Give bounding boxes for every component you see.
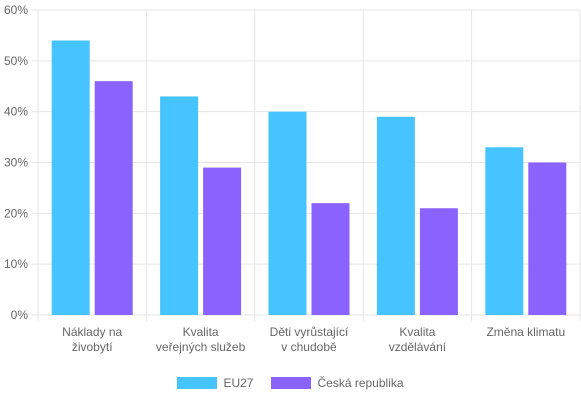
bar-czech-republic[interactable] [203, 167, 242, 315]
y-tick-label: 10% [4, 257, 28, 271]
legend-label-eu27: EU27 [223, 376, 254, 390]
legend: EU27 Česká republika [0, 372, 581, 394]
bar-czech-republic[interactable] [94, 81, 133, 316]
y-tick-label: 20% [4, 206, 28, 220]
x-tick-label: Náklady na živobytí [62, 325, 122, 354]
y-tick-label: 30% [4, 156, 28, 170]
x-tick-label: Děti vyrůstající v chudobě [270, 325, 349, 354]
legend-swatch-eu27 [177, 377, 218, 389]
bar-czech-republic[interactable] [311, 203, 350, 315]
x-tick-label: Kvalita vzdělávání [389, 325, 447, 354]
y-tick-label: 50% [4, 54, 28, 68]
x-tick-label: Kvalita veřejných služeb [156, 325, 246, 354]
bars [51, 40, 567, 316]
bar-eu27[interactable] [51, 40, 90, 316]
bar-czech-republic[interactable] [528, 162, 567, 316]
legend-label-czech-republic: Česká republika [317, 376, 404, 390]
legend-swatch-czech-republic [271, 377, 312, 389]
bar-eu27[interactable] [268, 111, 307, 316]
bar-eu27[interactable] [376, 116, 415, 315]
y-tick-label: 40% [4, 105, 28, 119]
bar-czech-republic[interactable] [419, 208, 458, 315]
y-axis: 0% 10% 20% 30% 40% 50% 60% [4, 3, 28, 322]
bar-eu27[interactable] [160, 96, 199, 316]
legend-item-czech-republic[interactable]: Česká republika [271, 376, 404, 390]
legend-item-eu27[interactable]: EU27 [177, 376, 253, 390]
y-tick-label: 60% [4, 3, 28, 17]
x-axis: Náklady na živobytí Kvalita veřejných služe… [62, 325, 565, 354]
x-tick-label: Změna klimatu [486, 325, 565, 339]
y-tick-label: 0% [11, 308, 29, 322]
bar-eu27[interactable] [485, 147, 524, 315]
